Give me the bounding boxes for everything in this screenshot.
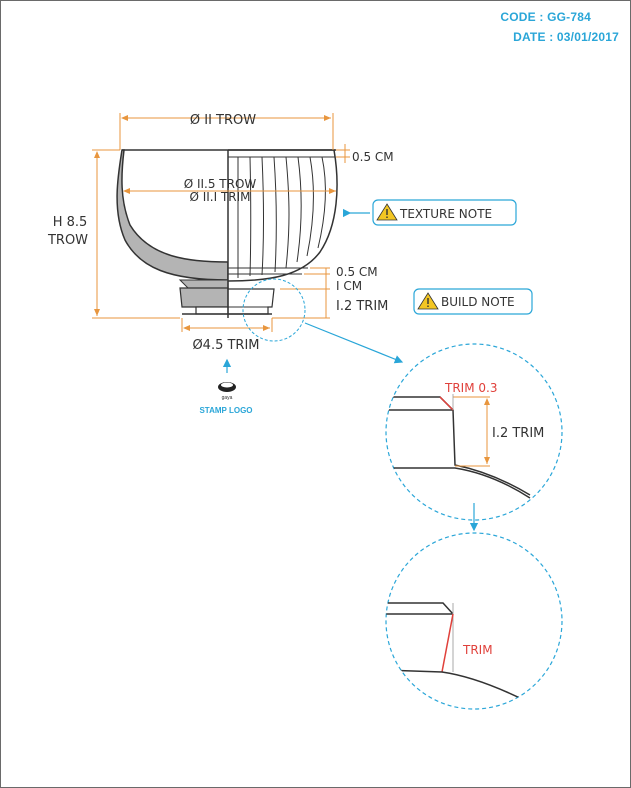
texture-note[interactable]: TEXTURE NOTE [342, 199, 517, 226]
stamp-logo-label: STAMP LOGO [199, 406, 252, 415]
foot-diameter-label: Ø4.5 TRIM [192, 338, 259, 353]
dimension-lines [92, 113, 350, 332]
detail2-trim-label: TRIM [462, 643, 493, 657]
inner-diameter-trow-label: Ø II.5 TROW [184, 177, 257, 191]
rim-thickness-label: 0.5 CM [352, 150, 394, 164]
base-band-label: 0.5 CM [336, 265, 378, 279]
stamp-brand-text: gaya [222, 395, 233, 401]
stamp-logo-icon [218, 382, 236, 392]
warning-icon [376, 203, 398, 221]
inner-diameter-trim-label: Ø II.I TRIM [189, 190, 250, 204]
build-note-label: BUILD NOTE [441, 295, 515, 309]
warning-icon [417, 292, 439, 310]
foot-offset-label: I CM [336, 279, 362, 293]
date-label: DATE : 03/01/2017 [513, 30, 619, 44]
height-value-label: H 8.5 [53, 215, 88, 230]
top-diameter-label: Ø II TROW [190, 113, 256, 128]
detail1-height-label: I.2 TRIM [492, 426, 544, 441]
build-note[interactable]: BUILD NOTE [413, 288, 533, 315]
detail1-trim-label: TRIM 0.3 [444, 381, 497, 395]
detail-arrow [304, 322, 404, 364]
bowl-elevation [122, 149, 338, 318]
detail-view-2: TRIM [385, 532, 563, 710]
detail-callout-circle[interactable] [242, 278, 306, 342]
height-unit-label: TROW [47, 233, 88, 248]
texture-note-label: TEXTURE NOTE [399, 207, 492, 221]
detail-view-1: TRIM 0.3 I.2 TRIM [385, 343, 563, 521]
code-label: CODE : GG-784 [500, 10, 591, 24]
foot-trim-label: I.2 TRIM [336, 299, 388, 314]
